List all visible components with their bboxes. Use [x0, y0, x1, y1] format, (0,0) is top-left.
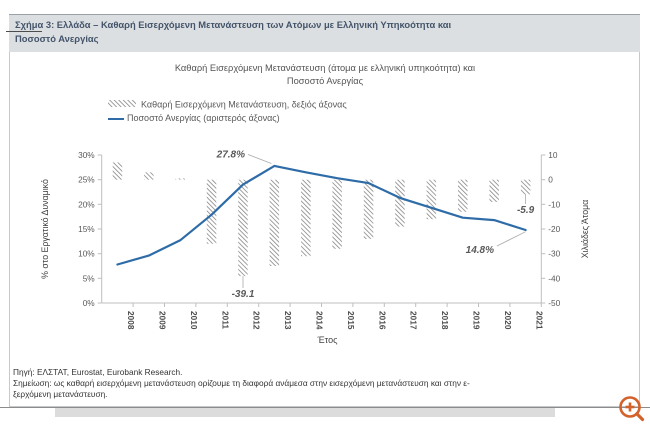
svg-text:Χιλιάδες Άτομα: Χιλιάδες Άτομα	[580, 200, 590, 259]
svg-text:10%: 10%	[78, 249, 95, 259]
svg-text:27.8%: 27.8%	[216, 150, 245, 161]
svg-text:2019: 2019	[472, 311, 482, 330]
svg-text:2014: 2014	[315, 311, 325, 330]
svg-text:2017: 2017	[409, 311, 419, 330]
svg-text:-39.1: -39.1	[232, 289, 255, 300]
svg-text:30%: 30%	[78, 150, 95, 160]
svg-text:14.8%: 14.8%	[466, 245, 494, 256]
svg-text:2018: 2018	[440, 311, 450, 330]
svg-text:% στο Εργατικό Δυναμικό: % στο Εργατικό Δυναμικό	[40, 179, 50, 279]
svg-text:5%: 5%	[83, 273, 96, 283]
svg-text:2011: 2011	[220, 311, 230, 329]
svg-text:2021: 2021	[534, 311, 544, 330]
svg-text:0%: 0%	[83, 298, 96, 308]
svg-text:2020: 2020	[503, 311, 513, 330]
svg-text:10: 10	[548, 150, 558, 160]
svg-text:2009: 2009	[158, 311, 168, 330]
svg-text:-30: -30	[548, 249, 560, 259]
svg-text:-10: -10	[548, 199, 560, 209]
svg-text:2012: 2012	[252, 311, 262, 330]
svg-text:-5.9: -5.9	[517, 205, 535, 216]
svg-text:-40: -40	[548, 273, 560, 283]
svg-text:-20: -20	[548, 224, 560, 234]
svg-text:2010: 2010	[189, 311, 199, 330]
svg-text:Έτος: Έτος	[317, 335, 338, 345]
svg-text:20%: 20%	[78, 199, 95, 209]
svg-text:2013: 2013	[283, 311, 293, 330]
svg-text:2016: 2016	[377, 311, 387, 330]
svg-text:25%: 25%	[78, 175, 95, 185]
svg-text:-50: -50	[548, 298, 560, 308]
svg-text:2015: 2015	[346, 311, 356, 330]
svg-text:15%: 15%	[78, 224, 95, 234]
svg-text:0: 0	[548, 175, 553, 185]
svg-text:2008: 2008	[126, 311, 136, 330]
